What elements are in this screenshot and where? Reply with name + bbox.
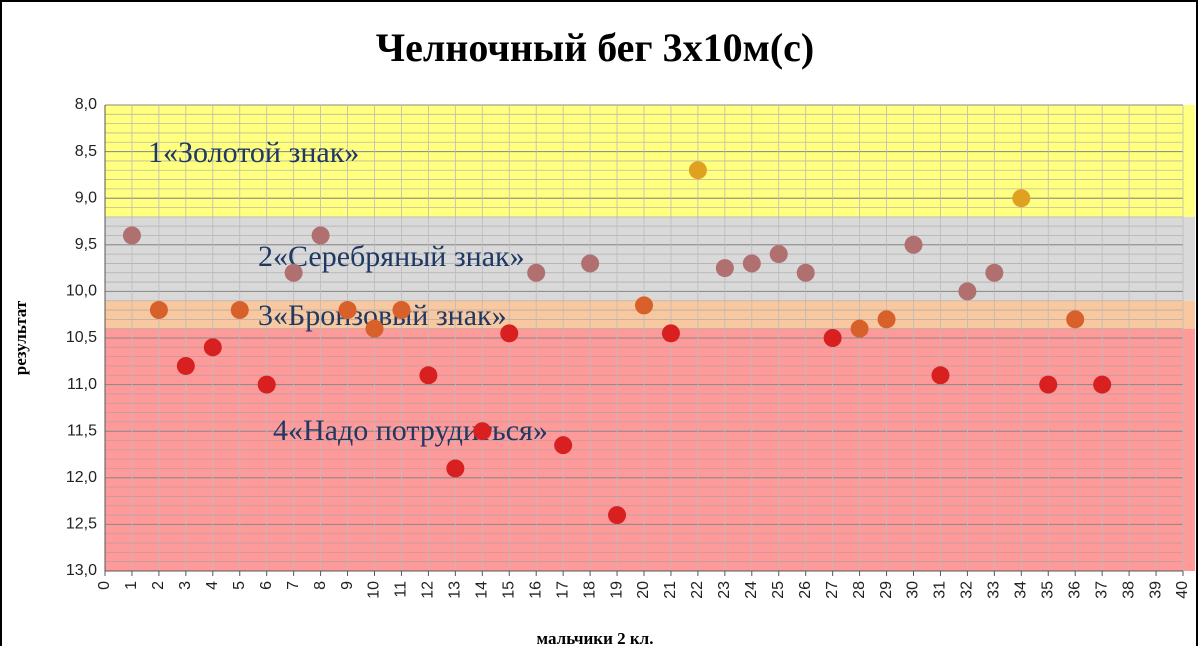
y-tick-label: 9,0 (75, 189, 97, 206)
x-tick-label: 37 (1093, 581, 1110, 599)
point (1066, 310, 1085, 329)
band-label: 4«Надо потрудиться» (273, 414, 548, 447)
x-tick-label: 17 (554, 581, 571, 599)
point (419, 366, 438, 385)
x-tick-label: 7 (285, 581, 302, 590)
x-tick-label: 25 (770, 581, 787, 599)
x-tick-label: 36 (1066, 581, 1083, 599)
point (904, 235, 923, 254)
x-tick-label: 29 (878, 581, 895, 599)
point (392, 301, 411, 320)
x-tick-label: 27 (824, 581, 841, 599)
point (500, 324, 519, 343)
point (769, 245, 788, 264)
point (581, 254, 600, 273)
x-tick-label: 22 (689, 581, 706, 599)
x-tick-label: 35 (1039, 581, 1056, 599)
x-tick-label: 31 (932, 581, 949, 599)
point (661, 324, 680, 343)
x-tick-label: 38 (1120, 581, 1137, 599)
x-tick-label: 23 (716, 581, 733, 599)
point (338, 301, 357, 320)
point (985, 263, 1004, 282)
point (688, 161, 707, 180)
x-tick-label: 8 (312, 581, 329, 590)
y-tick-label: 10,0 (66, 283, 97, 300)
y-tick-label: 8,0 (75, 96, 97, 113)
y-tick-label: 11,5 (67, 422, 97, 439)
point (1039, 375, 1058, 394)
x-tick-label: 34 (1013, 581, 1030, 599)
point (931, 366, 950, 385)
x-tick-label: 14 (474, 581, 491, 599)
point (554, 436, 573, 455)
x-tick-label: 18 (581, 581, 598, 599)
point (1012, 189, 1031, 208)
band-label: 1«Золотой знак» (148, 136, 359, 169)
x-tick-label: 13 (447, 581, 464, 599)
y-tick-label: 8,5 (75, 143, 97, 160)
x-tick-label: 40 (1174, 581, 1191, 599)
point (365, 319, 384, 338)
x-tick-label: 30 (905, 581, 922, 599)
point (122, 226, 141, 245)
y-tick-label: 13,0 (66, 562, 97, 579)
x-tick-label: 16 (527, 581, 544, 599)
x-tick-label: 32 (959, 581, 976, 599)
point (823, 329, 842, 347)
x-tick-label: 3 (177, 581, 194, 590)
x-tick-label: 15 (500, 581, 517, 599)
x-tick-label: 26 (797, 581, 814, 599)
point (742, 254, 761, 273)
x-tick-label: 0 (96, 581, 113, 590)
point (715, 259, 734, 278)
x-tick-label: 11 (393, 581, 410, 598)
x-tick-label: 1 (123, 581, 140, 590)
point (850, 319, 869, 338)
point (958, 282, 977, 301)
point (176, 356, 195, 375)
point (796, 263, 815, 282)
x-tick-label: 10 (366, 581, 383, 599)
x-tick-label: 5 (231, 581, 248, 590)
point (635, 296, 653, 315)
point (446, 459, 465, 478)
point (257, 375, 276, 394)
y-tick-label: 12,5 (66, 516, 97, 533)
x-tick-label: 28 (851, 581, 868, 599)
x-tick-label: 12 (420, 581, 437, 599)
point (527, 263, 546, 282)
y-tick-label: 10,5 (66, 329, 97, 346)
y-tick-label: 12,0 (66, 469, 97, 486)
x-tick-label: 33 (986, 581, 1003, 599)
point (284, 263, 303, 282)
x-tick-label: 9 (339, 581, 356, 590)
x-tick-label: 6 (258, 581, 275, 590)
x-tick-label: 24 (743, 581, 760, 599)
x-tick-label: 21 (662, 581, 679, 599)
x-tick-label: 4 (204, 581, 221, 590)
chart-title: Челночный бег 3х10м(с) (376, 25, 814, 70)
point (877, 310, 896, 329)
x-axis-label: мальчики 2 кл. (537, 629, 654, 646)
y-axis-label: результат (11, 300, 30, 375)
x-tick-label: 2 (150, 581, 167, 590)
point (203, 338, 222, 357)
point (473, 422, 492, 441)
point (230, 301, 249, 320)
band-label: 2«Серебряный знак» (258, 240, 525, 273)
x-tick-label: 39 (1147, 581, 1164, 599)
point (608, 506, 627, 525)
point (311, 226, 330, 245)
point (1093, 375, 1112, 394)
y-tick-label: 9,5 (75, 236, 97, 253)
x-tick-label: 19 (608, 581, 625, 599)
y-tick-label: 11,0 (67, 376, 97, 393)
point (149, 301, 168, 320)
band (105, 216, 1195, 301)
x-tick-label: 20 (635, 581, 652, 599)
